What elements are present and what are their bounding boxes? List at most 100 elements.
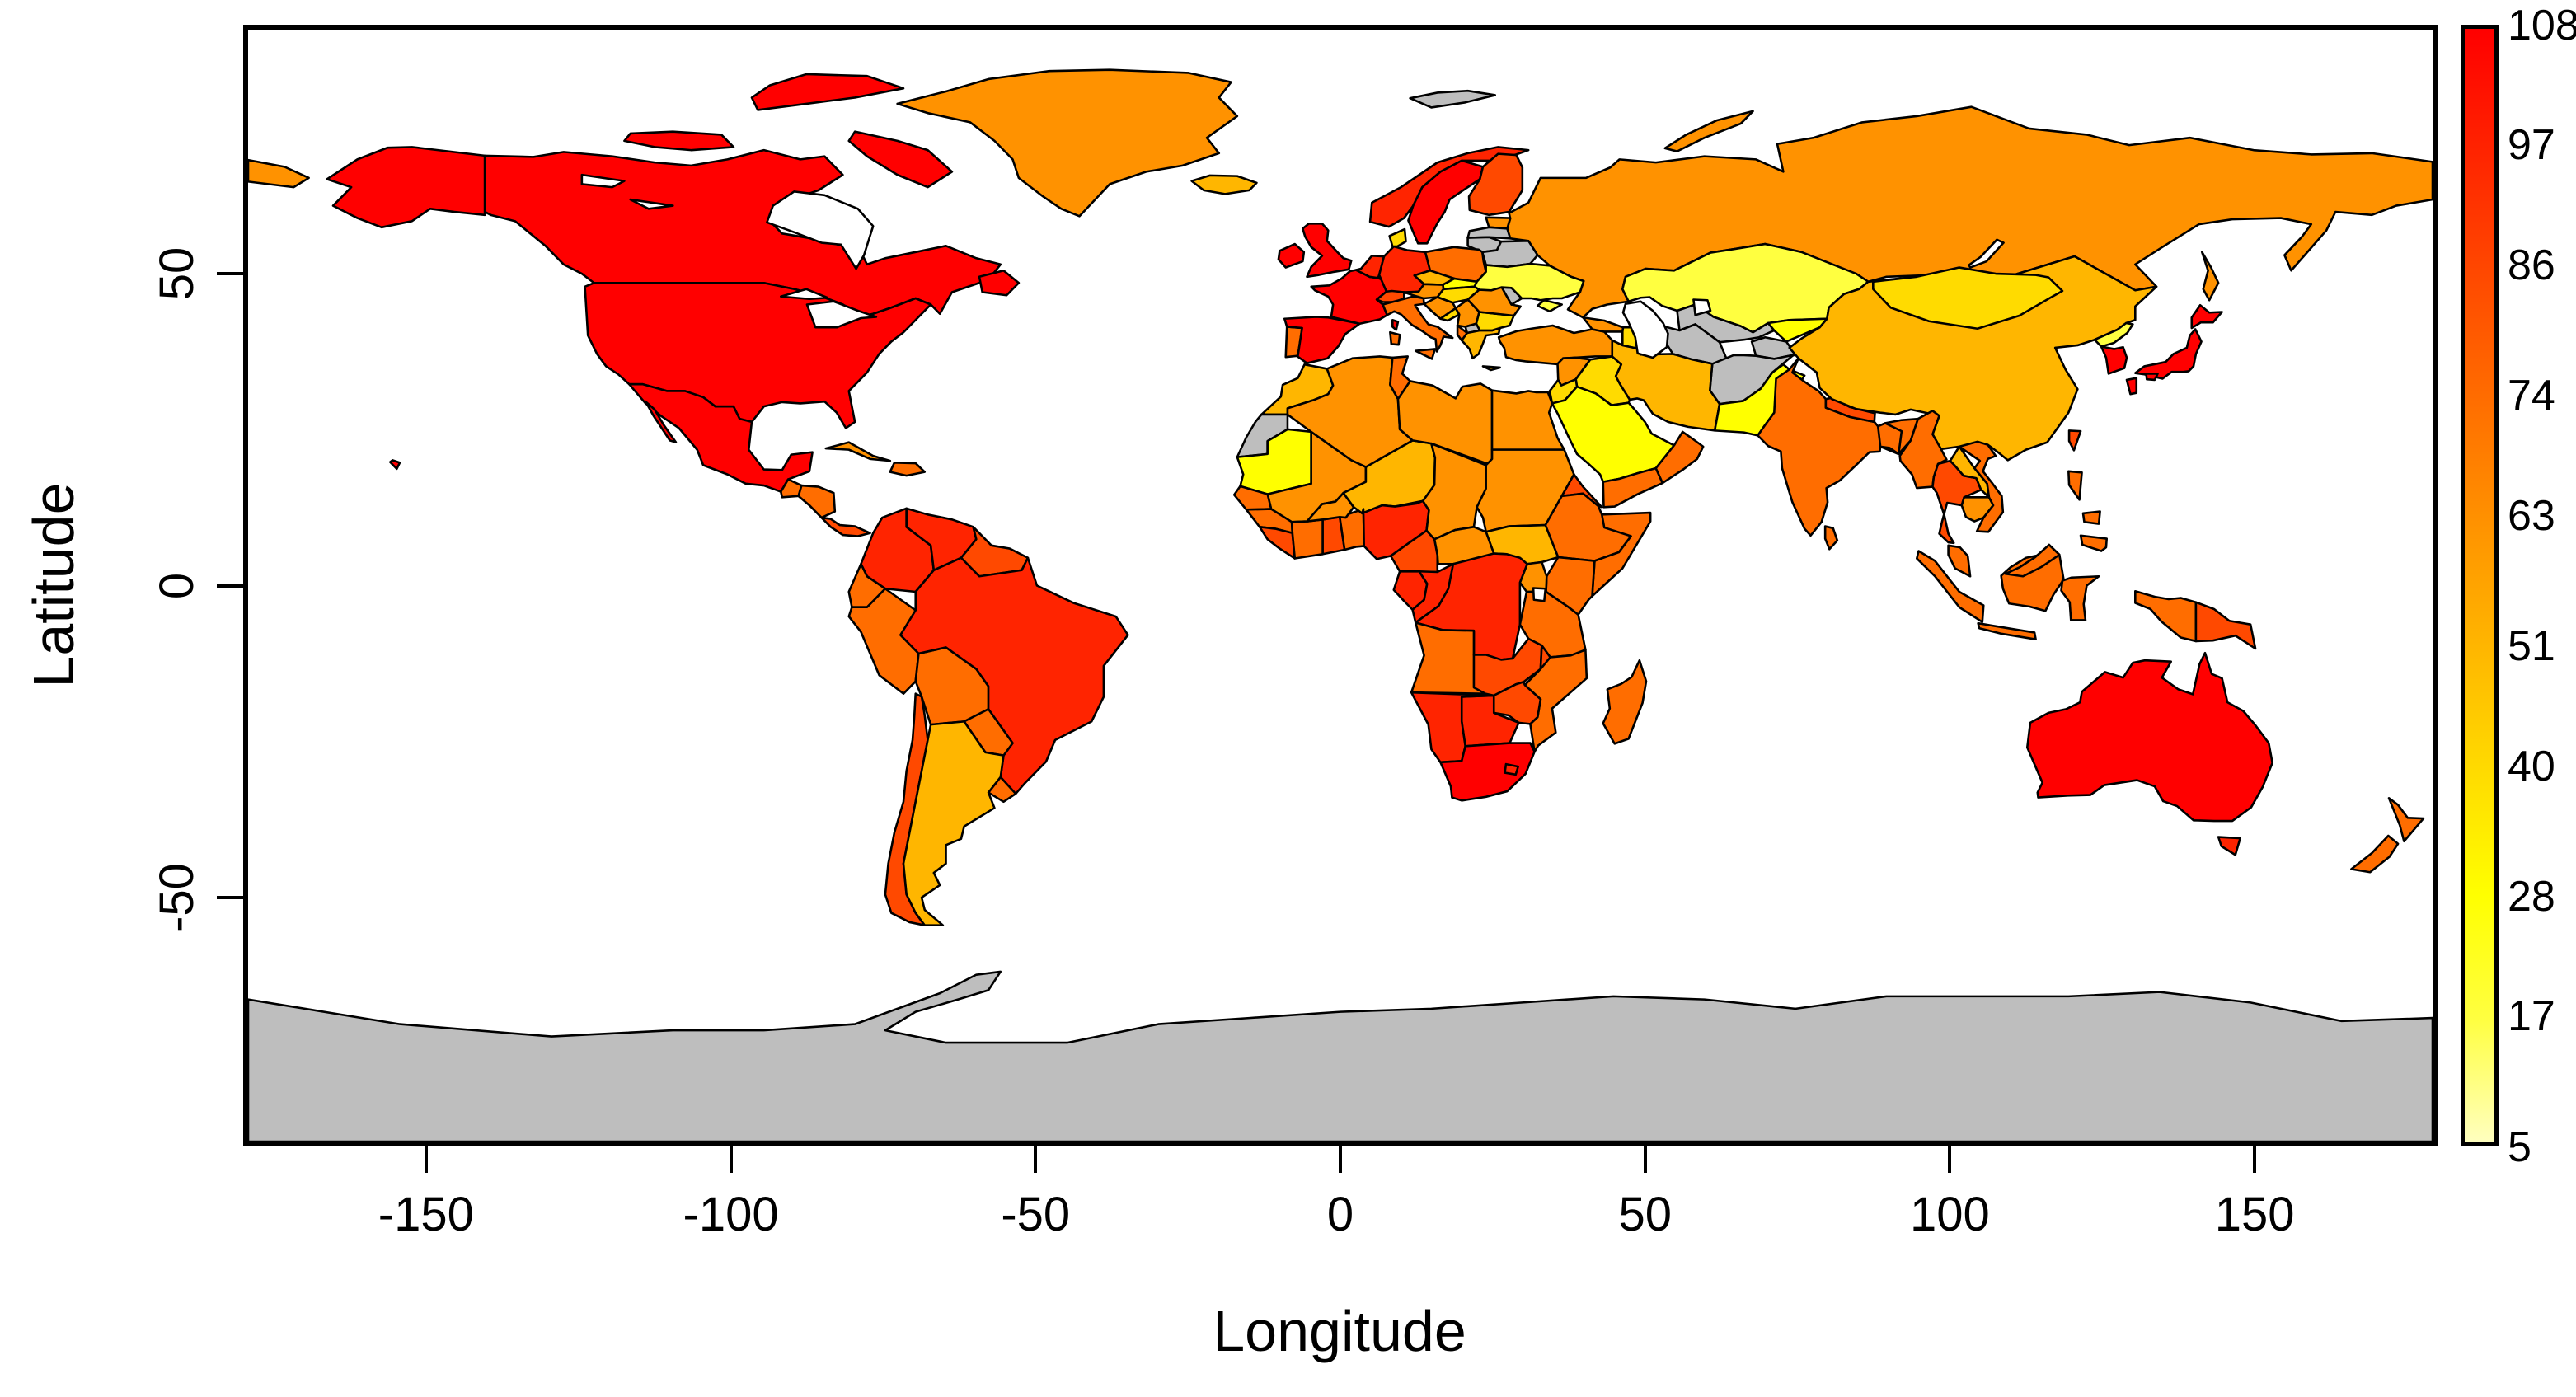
x-axis-tick: [1643, 1146, 1647, 1173]
x-axis-tick-label: 0: [1326, 1188, 1354, 1241]
region-bangladesh: [1878, 423, 1902, 453]
lake-great-bear-lake: [582, 175, 625, 187]
region-turkey: [1499, 326, 1612, 364]
colorbar-tick-label: 86: [2508, 241, 2555, 289]
region-crete: [1483, 366, 1500, 369]
region-malaysia-peninsula: [1949, 546, 1971, 576]
colorbar: [2461, 25, 2499, 1146]
region-bulgaria: [1476, 312, 1514, 330]
region-novaya-zemlya: [1665, 111, 1753, 152]
y-axis-tick: [217, 272, 243, 276]
x-axis-tick: [1948, 1146, 1952, 1173]
region-russia: [1507, 107, 2433, 318]
region-switzerland: [1377, 291, 1404, 302]
region-alaska: [327, 147, 485, 227]
region-madagascar: [1603, 660, 1646, 743]
region-japan-hokkaido: [2192, 305, 2222, 328]
region-japan-kyushu: [2127, 378, 2137, 394]
region-united-kingdom: [1302, 223, 1351, 276]
plot-frame: [243, 25, 2438, 1146]
region-sweden: [1408, 161, 1483, 243]
region-papua-new-guinea: [2196, 602, 2255, 649]
y-axis-tick-label: -50: [150, 862, 204, 932]
colorbar-tick-label: 17: [2508, 992, 2555, 1041]
colorbar-tick-label: 97: [2508, 121, 2555, 170]
colorbar-tick-label: 51: [2508, 622, 2555, 671]
region-hawaii: [390, 460, 400, 468]
region-ivory-coast: [1292, 519, 1323, 558]
y-axis-tick: [217, 584, 243, 588]
x-axis-tick-label: -100: [683, 1188, 779, 1241]
region-iceland: [1192, 176, 1257, 194]
x-axis-title: Longitude: [1213, 1299, 1466, 1363]
region-sicily: [1415, 349, 1435, 359]
y-axis-tick-label: 0: [150, 572, 204, 599]
region-japan-shikoku: [2147, 373, 2158, 379]
region-new-zealand-north: [2389, 798, 2424, 841]
x-axis-tick-label: 150: [2214, 1188, 2295, 1241]
world-map: [248, 30, 2433, 1142]
lake-lake-victoria: [1533, 588, 1546, 601]
lake-lake-superior: [781, 289, 828, 299]
x-axis-tick: [1034, 1146, 1038, 1173]
region-vietnam: [1959, 442, 2003, 532]
x-axis-tick: [424, 1146, 428, 1173]
colorbar-tick-label: 63: [2508, 491, 2555, 540]
region-honduras-nicaragua: [799, 485, 835, 518]
x-axis-tick-label: -50: [1001, 1188, 1071, 1241]
region-tasmania: [2218, 837, 2241, 856]
region-indonesia-java: [1978, 623, 2036, 639]
colorbar-tick-label: 40: [2508, 742, 2555, 790]
region-south-korea: [2101, 346, 2127, 373]
region-philippines-luzon: [2068, 471, 2081, 499]
colorbar-tick-label: 5: [2508, 1123, 2531, 1171]
region-finland: [1469, 154, 1523, 215]
y-axis-tick: [217, 895, 243, 899]
region-mongolia: [1873, 268, 2062, 329]
lake-lake-baikal: [1969, 240, 2004, 268]
region-south-africa: [1440, 743, 1534, 801]
region-oman: [1656, 432, 1703, 483]
region-algeria: [1288, 356, 1413, 466]
colorbar-tick-label: 108: [2508, 2, 2576, 49]
region-philippines-mindanao: [2081, 536, 2107, 551]
y-axis-tick-label: 50: [150, 247, 204, 301]
region-antarctica: [248, 972, 2433, 1142]
region-australia: [2027, 653, 2272, 821]
x-axis-tick: [1339, 1146, 1342, 1173]
region-new-zealand-south: [2351, 836, 2398, 872]
lake-hudson-bay: [767, 191, 873, 269]
region-ellesmere-island: [752, 74, 903, 110]
region-philippines-visayas: [2083, 512, 2100, 524]
x-axis-tick-label: 100: [1910, 1188, 1990, 1241]
region-svalbard: [1410, 91, 1495, 107]
region-japan-honshu: [2135, 329, 2201, 378]
region-indonesia-sulawesi: [2062, 576, 2100, 620]
region-baffin-island: [849, 132, 952, 187]
region-china: [1790, 256, 2156, 460]
region-newfoundland: [979, 270, 1019, 295]
region-senegal: [1234, 486, 1271, 509]
region-sardinia: [1390, 332, 1400, 345]
region-lesotho: [1504, 764, 1518, 775]
region-sri-lanka: [1825, 527, 1837, 550]
x-axis-tick: [2253, 1146, 2257, 1173]
lake-aral-sea: [1693, 300, 1710, 316]
region-brazil: [900, 558, 1128, 794]
region-ireland: [1279, 244, 1304, 267]
y-axis-title: Latitude: [21, 482, 86, 688]
region-ukraine: [1475, 264, 1584, 300]
region-greenland: [898, 70, 1237, 217]
region-laos: [1950, 447, 1989, 497]
region-indonesia-sumatra: [1917, 551, 1983, 622]
region-mexico: [629, 384, 812, 491]
colorbar-tick-label: 74: [2508, 372, 2555, 420]
region-argentina: [903, 721, 1003, 925]
region-italy: [1383, 297, 1453, 352]
region-costa-rica-panama: [822, 518, 870, 536]
region-indonesia-papua: [2135, 591, 2196, 641]
colorbar-tick-label: 28: [2508, 873, 2555, 921]
region-denmark: [1390, 229, 1406, 246]
region-spain: [1284, 316, 1359, 363]
